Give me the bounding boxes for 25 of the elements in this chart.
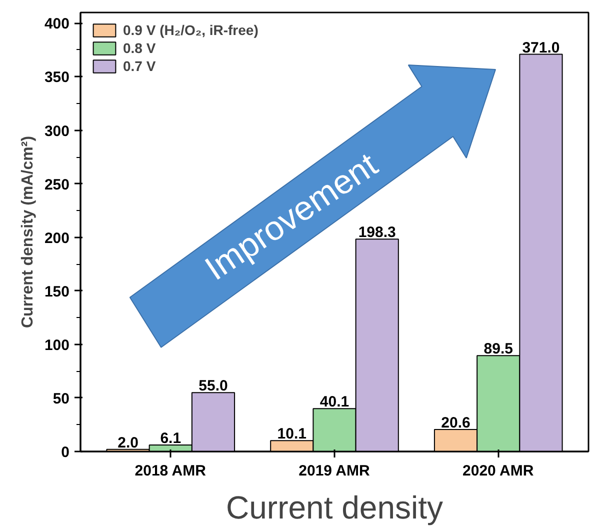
y-tick-label: 50 xyxy=(52,390,70,408)
y-axis-title: Current density (mA/cm²) xyxy=(19,136,36,328)
x-tick-label: 2018 AMR xyxy=(134,462,206,480)
legend-label: 0.8 V xyxy=(123,40,156,56)
data-label: 2.0 xyxy=(118,434,138,452)
data-label: 55.0 xyxy=(198,378,228,395)
y-tick-label: 250 xyxy=(44,176,70,194)
x-tick-label: 2020 AMR xyxy=(462,462,534,480)
y-tick-label: 0 xyxy=(61,444,70,461)
text: Current density xyxy=(226,490,443,526)
y-tick-label: 150 xyxy=(44,283,70,300)
y-tick-label: 300 xyxy=(44,122,70,140)
data-label: 89.5 xyxy=(484,340,513,358)
data-label: 6.1 xyxy=(160,430,182,447)
data-label: 10.1 xyxy=(277,426,306,443)
data-label: 20.6 xyxy=(441,414,470,432)
data-label: 40.1 xyxy=(320,394,350,411)
y-tick-label: 400 xyxy=(44,16,70,33)
y-tick-label: 350 xyxy=(44,69,70,86)
legend-label: 0.7 V xyxy=(123,58,156,74)
legend-label: 0.9 V (H₂/O₂, iR-free) xyxy=(123,22,258,38)
y-tick-label: 200 xyxy=(44,230,70,247)
x-tick-label: 2019 AMR xyxy=(298,462,370,480)
y-tick-label: 100 xyxy=(44,336,70,354)
data-label: 371.0 xyxy=(522,39,560,56)
